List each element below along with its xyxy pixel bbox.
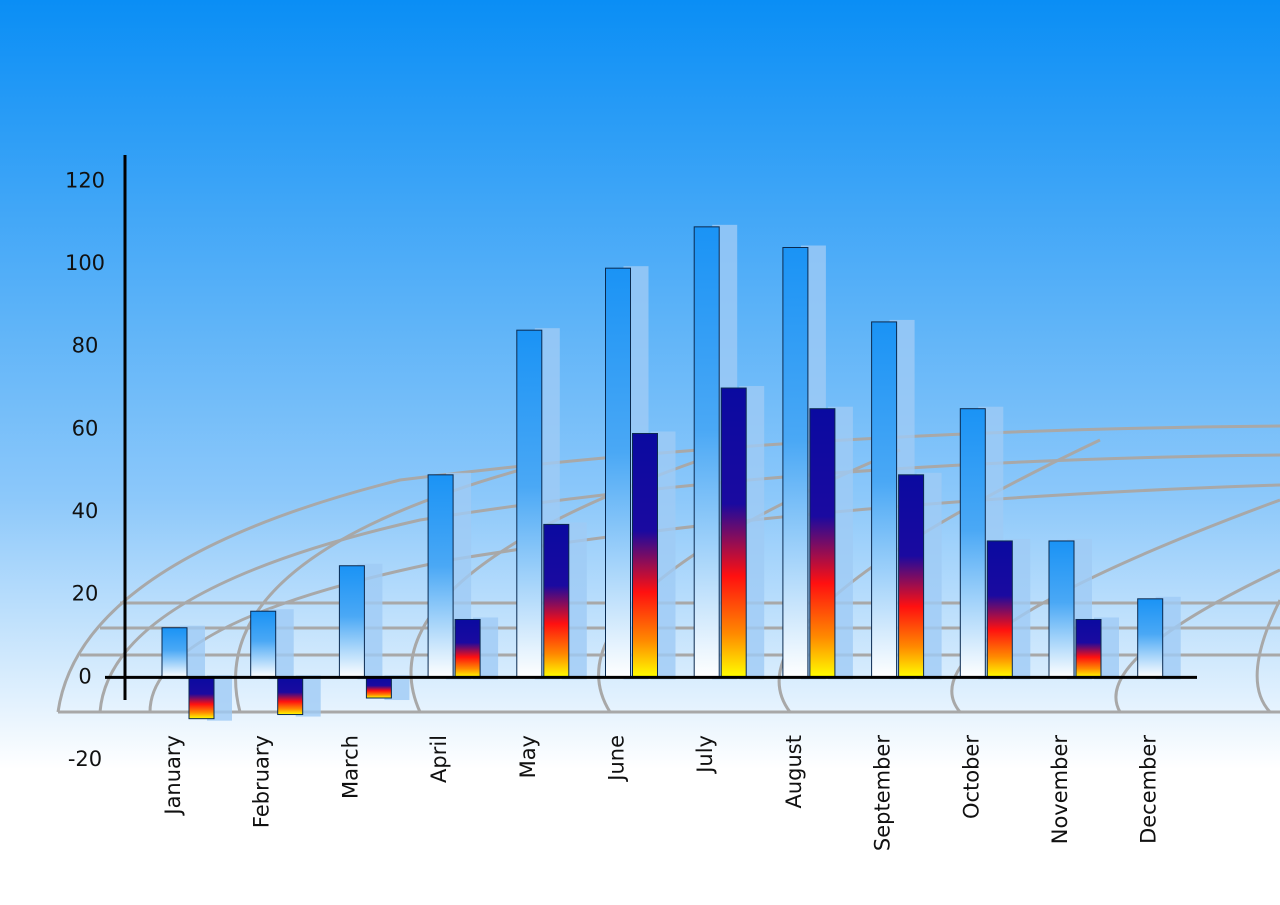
x-tick-label: August	[782, 735, 806, 809]
x-tick-label: December	[1137, 735, 1161, 844]
x-tick-label: September	[871, 735, 895, 851]
x-tick-label: July	[693, 735, 717, 775]
bar	[1075, 618, 1102, 678]
bar	[782, 247, 809, 678]
bar	[632, 432, 658, 678]
bar	[188, 676, 215, 720]
y-tick-label: -20	[68, 747, 102, 771]
x-tick-label: January	[161, 735, 185, 817]
bar	[871, 321, 898, 678]
bar	[427, 474, 454, 678]
bar	[516, 329, 543, 678]
bar	[454, 618, 481, 678]
bar	[277, 676, 304, 716]
bar	[1048, 540, 1075, 678]
x-tick-label: March	[338, 735, 362, 799]
y-tick-label: 60	[72, 416, 99, 440]
bar	[898, 474, 925, 678]
y-tick-label: 20	[72, 582, 99, 606]
bar	[250, 610, 277, 678]
x-tick-label: October	[959, 735, 983, 819]
bar	[161, 627, 188, 678]
x-tick-label: November	[1048, 735, 1072, 845]
bar	[1137, 598, 1164, 678]
bar	[543, 523, 570, 678]
x-tick-label: May	[516, 735, 540, 778]
y-tick-label: 100	[65, 251, 105, 275]
x-tick-label: April	[427, 735, 451, 783]
bar	[338, 565, 365, 678]
bar	[605, 267, 631, 678]
y-tick-label: 80	[72, 334, 99, 358]
bar	[959, 408, 986, 678]
x-tick-label: February	[250, 735, 274, 828]
bar	[693, 226, 720, 678]
x-tick-label: June	[605, 735, 629, 783]
bar	[720, 387, 747, 678]
y-tick-label: 120	[65, 168, 105, 192]
bar	[365, 676, 392, 699]
bar	[986, 540, 1013, 678]
y-tick-label: 40	[72, 499, 99, 523]
bar	[809, 408, 836, 678]
y-tick-label: 0	[78, 664, 91, 688]
